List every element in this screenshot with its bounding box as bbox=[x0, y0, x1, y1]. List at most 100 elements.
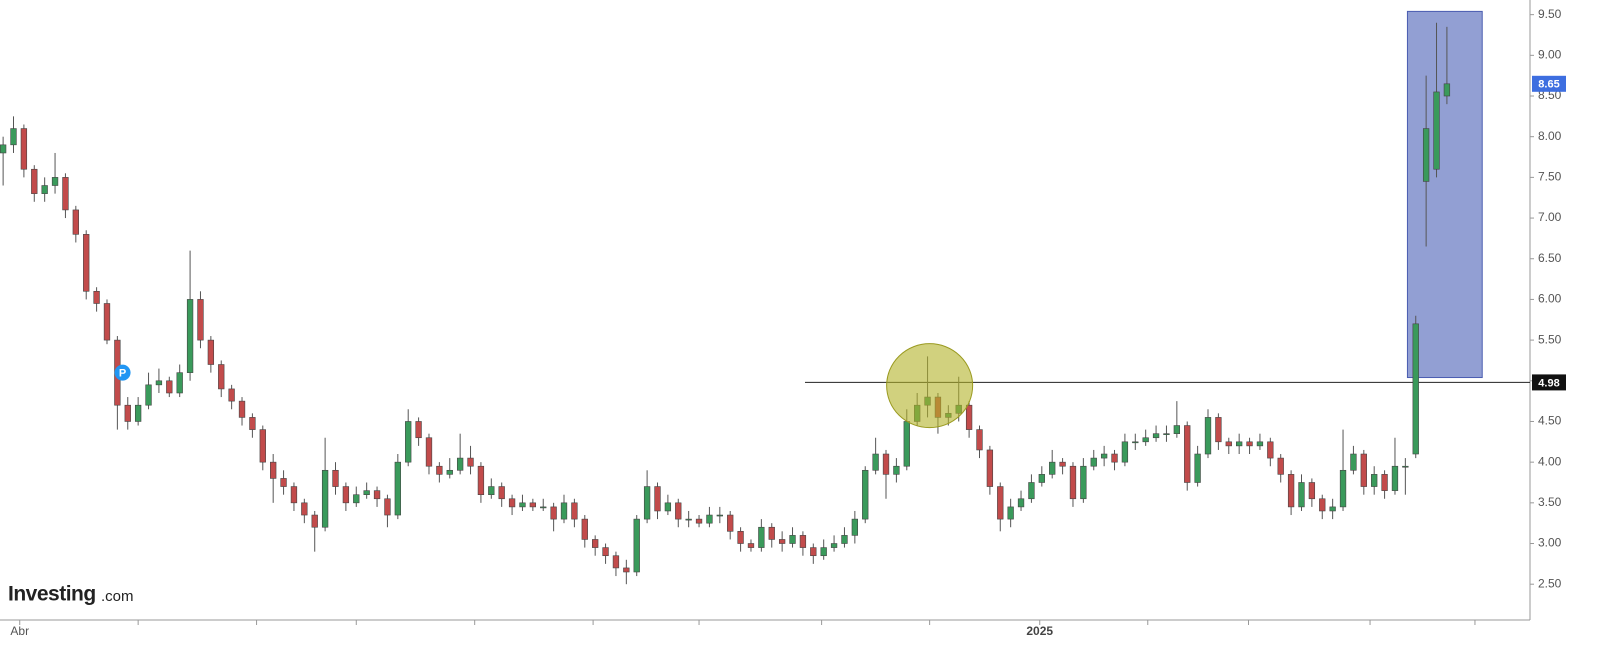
candle-body bbox=[1267, 441, 1274, 459]
candle-body bbox=[1360, 453, 1367, 487]
candle-body bbox=[20, 128, 28, 170]
candle-body bbox=[83, 234, 90, 292]
candle-body bbox=[664, 502, 672, 512]
candle-body bbox=[612, 555, 620, 569]
candle-body bbox=[747, 543, 755, 548]
candle-body bbox=[270, 461, 277, 479]
candle-body bbox=[882, 453, 890, 475]
candle-body bbox=[259, 429, 266, 463]
candle-body bbox=[1381, 474, 1388, 491]
candle-body bbox=[685, 518, 692, 521]
candle-body bbox=[1225, 441, 1232, 447]
candle-body bbox=[145, 384, 152, 406]
candle-body bbox=[155, 380, 163, 386]
candle-body bbox=[675, 502, 682, 520]
candle-body bbox=[529, 502, 537, 508]
candle-body bbox=[384, 498, 391, 516]
candle-body bbox=[1402, 465, 1409, 468]
candle-body bbox=[1100, 453, 1108, 459]
candle-body bbox=[1152, 433, 1160, 439]
candle-body bbox=[1080, 465, 1087, 500]
candle-body bbox=[976, 429, 983, 451]
candle-body bbox=[1246, 441, 1253, 447]
candle-body bbox=[405, 421, 412, 463]
candle-body bbox=[1059, 461, 1066, 467]
candle-body bbox=[862, 469, 869, 520]
candle-body bbox=[467, 457, 474, 467]
y-tick-label: 6.00 bbox=[1538, 292, 1562, 306]
candle-body bbox=[592, 539, 599, 548]
candle-body bbox=[477, 465, 485, 495]
candle-body bbox=[706, 514, 713, 524]
y-tick-label: 4.50 bbox=[1538, 414, 1562, 428]
candle-body bbox=[560, 502, 568, 520]
candle-body bbox=[51, 177, 59, 186]
y-tick-label: 5.50 bbox=[1538, 332, 1562, 346]
candle-body bbox=[186, 299, 194, 373]
candle-body bbox=[353, 494, 360, 504]
y-tick-label: 2.50 bbox=[1538, 576, 1562, 590]
candle-body bbox=[1371, 474, 1378, 487]
candle-body bbox=[425, 437, 433, 467]
candle-body bbox=[508, 498, 516, 508]
candle-body bbox=[550, 506, 557, 520]
candle-body bbox=[1339, 469, 1347, 508]
candle-body bbox=[1319, 498, 1326, 512]
candle-body bbox=[1412, 323, 1419, 455]
candle-body bbox=[872, 453, 879, 471]
logo-suffix: .com bbox=[101, 588, 134, 605]
event-marker bbox=[114, 364, 131, 381]
candle-body bbox=[456, 457, 464, 471]
last-price-tag: 8.65 bbox=[1538, 79, 1559, 91]
candle-body bbox=[31, 168, 38, 194]
candle-body bbox=[363, 490, 370, 495]
candle-body bbox=[581, 518, 588, 540]
candle-body bbox=[1028, 482, 1035, 500]
candle-body bbox=[301, 502, 308, 516]
candle-body bbox=[134, 404, 142, 422]
candle-body bbox=[695, 518, 703, 524]
candle-body bbox=[1038, 474, 1045, 483]
x-tick-label: 2025 bbox=[1026, 624, 1053, 638]
candle-body bbox=[1236, 441, 1243, 447]
candle-body bbox=[1111, 453, 1118, 463]
candle-body bbox=[1433, 91, 1440, 170]
candle-body bbox=[1194, 453, 1201, 483]
candle-body bbox=[1277, 457, 1284, 475]
candle-body bbox=[799, 535, 807, 548]
candle-body bbox=[197, 299, 204, 341]
candle-body bbox=[602, 547, 609, 557]
y-tick-label: 3.50 bbox=[1538, 495, 1562, 509]
candle-body bbox=[633, 518, 640, 573]
candle-body bbox=[207, 339, 215, 365]
candle-body bbox=[488, 486, 495, 495]
candle-body bbox=[1090, 457, 1097, 467]
candle-body bbox=[1069, 465, 1077, 500]
candle-body bbox=[737, 531, 744, 544]
candle-body bbox=[394, 461, 401, 516]
candle-body bbox=[1163, 433, 1170, 435]
candle-body bbox=[986, 449, 994, 487]
candle-body bbox=[623, 567, 630, 573]
candle-body bbox=[1173, 425, 1180, 434]
candle-body bbox=[41, 185, 48, 194]
candle-body bbox=[1298, 482, 1305, 508]
candle-body bbox=[820, 547, 827, 557]
candle-body bbox=[93, 290, 100, 304]
candle-body bbox=[166, 380, 173, 394]
y-tick-label: 7.00 bbox=[1538, 210, 1562, 224]
candle-body bbox=[436, 465, 443, 475]
y-tick-label: 9.50 bbox=[1538, 7, 1562, 21]
candle-body bbox=[571, 502, 578, 520]
candle-body bbox=[1443, 83, 1451, 97]
y-tick-label: 8.00 bbox=[1538, 129, 1562, 143]
candle-body bbox=[1049, 461, 1056, 475]
candle-body bbox=[238, 400, 246, 418]
candle-body bbox=[0, 144, 7, 154]
candle-body bbox=[810, 547, 817, 557]
candle-body bbox=[321, 469, 329, 528]
candle-body bbox=[1121, 441, 1129, 463]
y-tick-label: 9.00 bbox=[1538, 47, 1562, 61]
candle-body bbox=[716, 514, 723, 517]
